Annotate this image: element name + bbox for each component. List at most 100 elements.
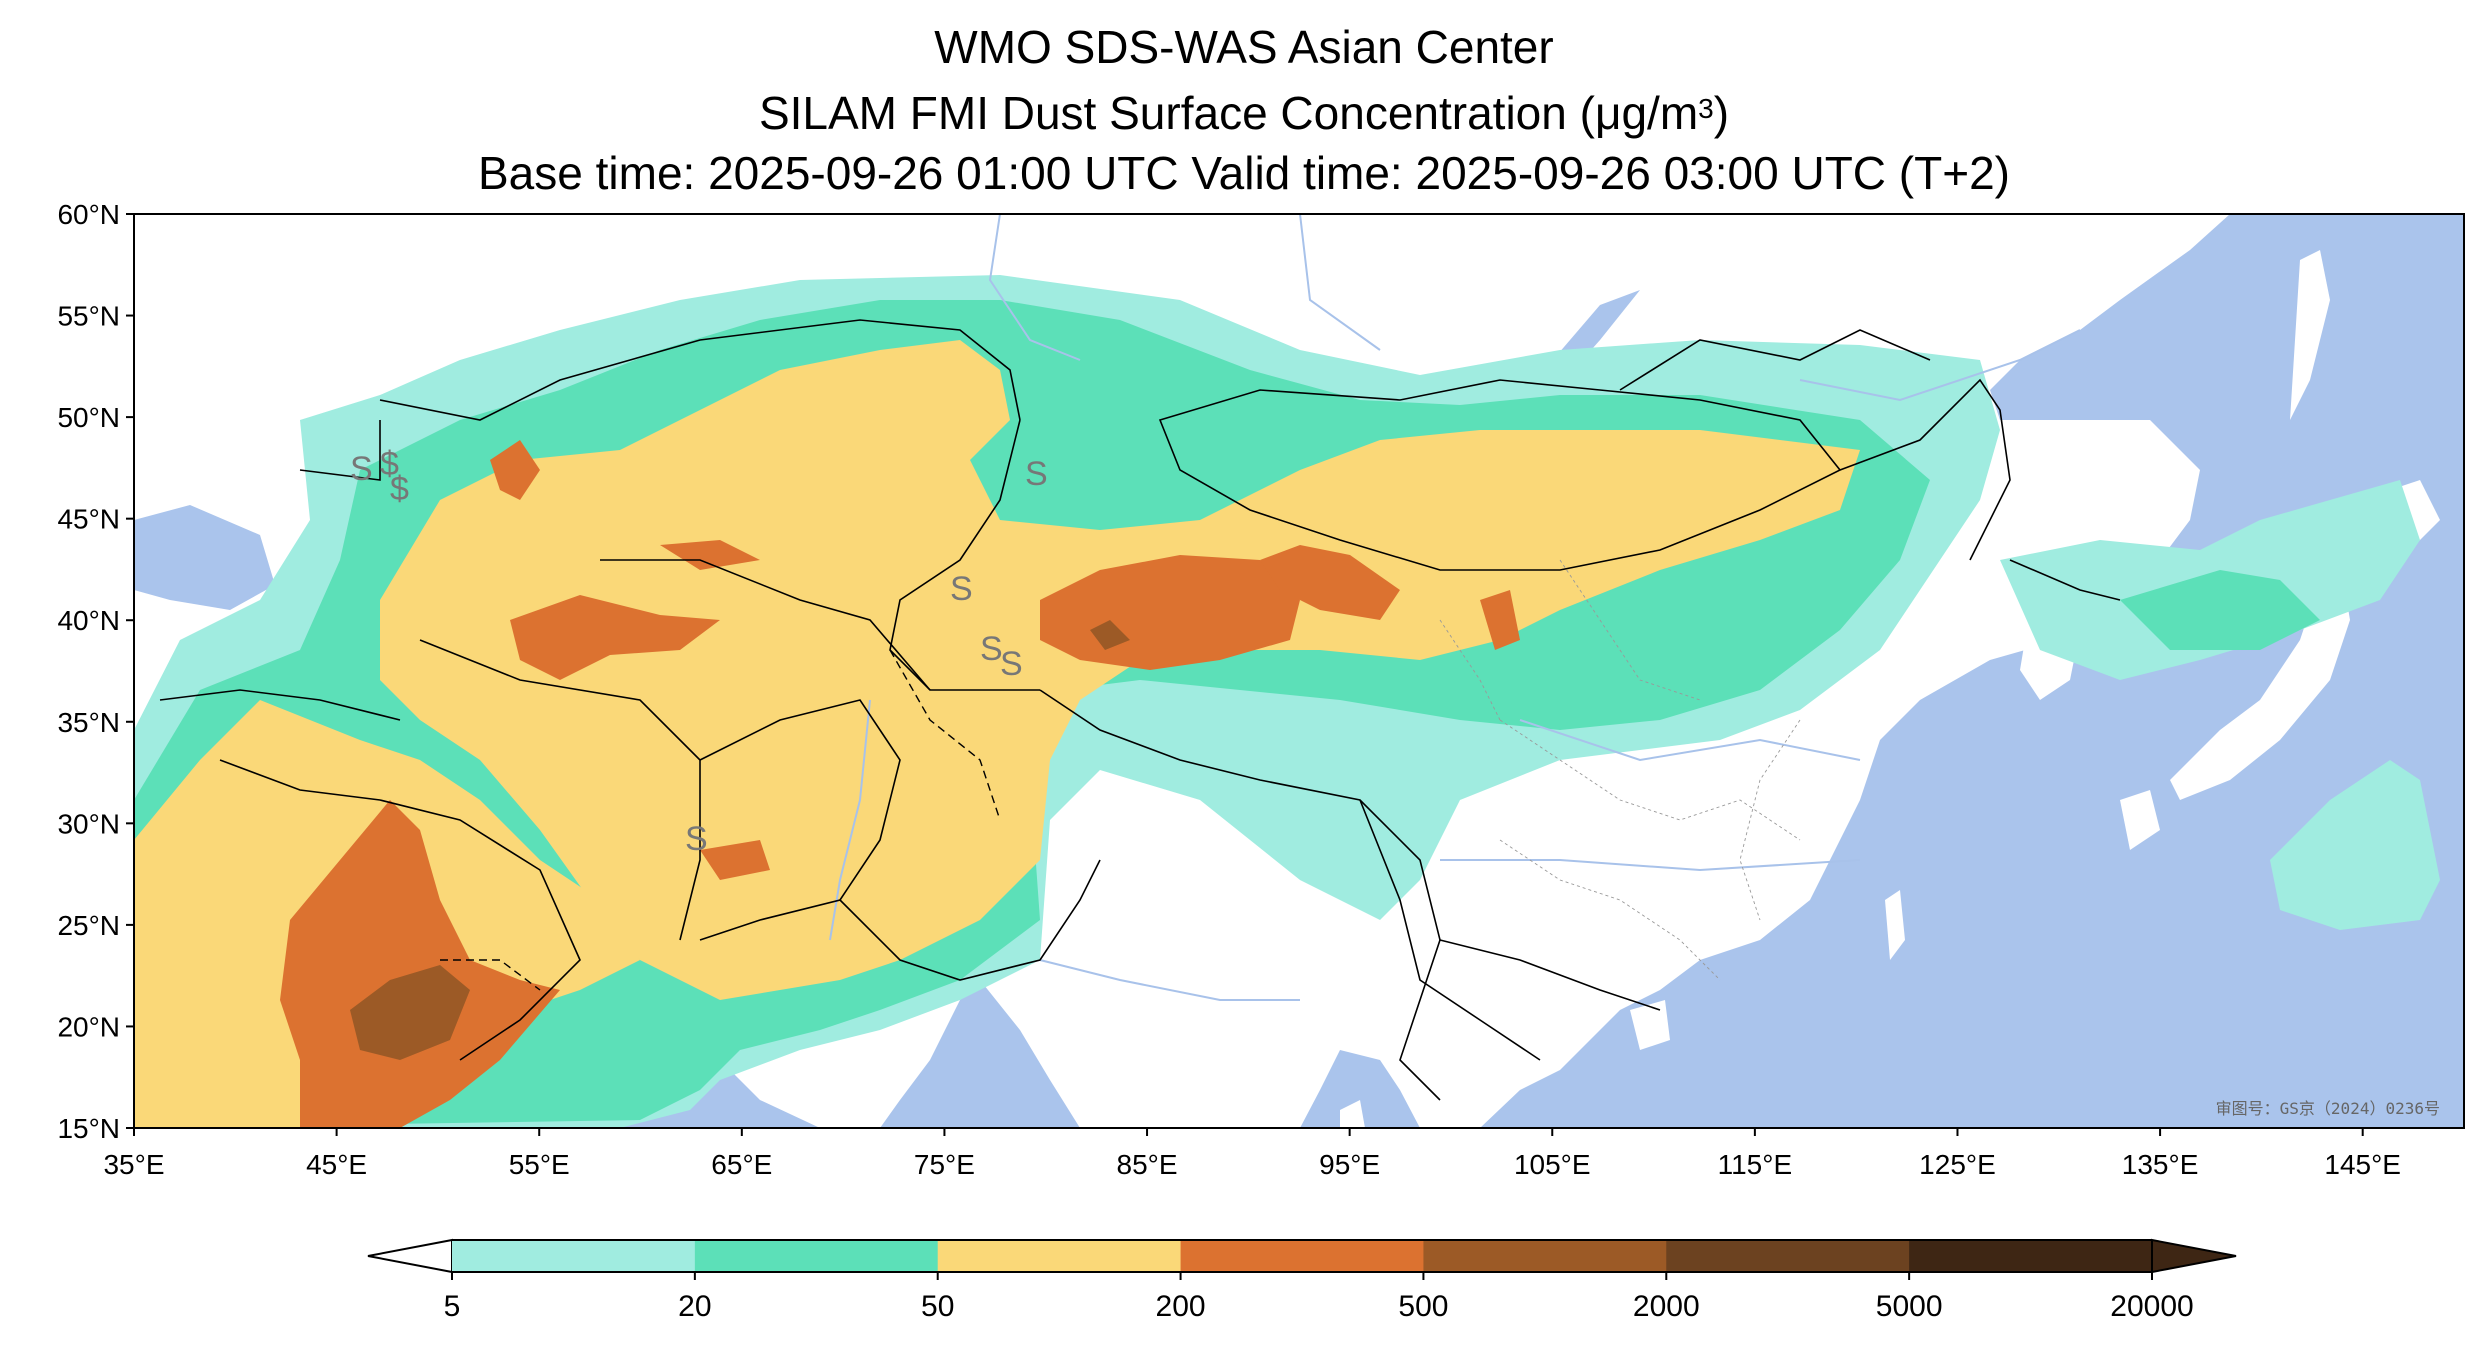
lat-tick-label: 25°N — [57, 910, 120, 941]
sri-lanka-island — [1340, 1100, 1365, 1128]
river-ob — [988, 214, 1081, 361]
colorbar-segment — [1423, 1240, 1667, 1272]
border-central-asia — [600, 559, 931, 691]
map-frame — [133, 213, 2465, 1129]
border-southeast-asia — [1359, 799, 1541, 1061]
province-borders — [1439, 559, 1801, 981]
colorbar-tick-label: 5000 — [1876, 1290, 1943, 1323]
japan-kyushu — [2120, 790, 2160, 850]
lon-tick-label: 45°E — [306, 1149, 367, 1180]
border-indochina — [1399, 939, 1441, 1101]
colorbar-tick-label: 20 — [678, 1290, 711, 1323]
title-unit-superscript: 3 — [1698, 93, 1714, 124]
dust-storm-symbol: S — [685, 820, 708, 858]
lon-tick-label: 115°E — [1718, 1149, 1793, 1180]
river-indus — [829, 699, 871, 941]
lon-tick-label: 95°E — [1319, 1149, 1380, 1180]
rivers — [829, 214, 2081, 1001]
colorbar-min-arrow — [367, 1238, 453, 1274]
border-china-north — [1839, 378, 2011, 561]
border-afghanistan-pakistan — [699, 699, 901, 941]
lat-tick-label: 45°N — [57, 504, 120, 535]
lat-tick-label: 55°N — [57, 301, 120, 332]
hainan-island — [1630, 1000, 1670, 1050]
dust-storm-symbol: S — [1025, 455, 1048, 493]
dust-band-200-500 — [280, 440, 1520, 1128]
colorbar: 5 20 50 200 500 2000 5000 20000 — [367, 1238, 2237, 1323]
title-line-1: WMO SDS-WAS Asian Center — [934, 21, 1554, 73]
sakhalin-island — [2290, 250, 2330, 420]
colorbar-tick-label: 2000 — [1633, 1290, 1700, 1323]
dust-storm-symbol: $ — [390, 470, 409, 508]
title-mu-symbol: μ — [1594, 87, 1622, 139]
lat-tick-label: 15°N — [57, 1113, 120, 1144]
taiwan-island — [1885, 890, 1905, 960]
title-unit: g/m — [1621, 87, 1699, 139]
title-line-2-suffix: ) — [1713, 87, 1730, 139]
title-line-2: SILAM FMI Dust Surface Concentration (μg… — [0, 86, 2488, 140]
dust-storm-symbols: S $ $ S S S S S — [350, 445, 1048, 858]
dust-storm-symbol: $ — [380, 445, 399, 483]
lon-tick-label: 125°E — [1919, 1149, 1996, 1180]
colorbar-segment — [452, 1240, 696, 1272]
lon-tick-label: 135°E — [2122, 1149, 2199, 1180]
colorbar-max-arrow — [2151, 1238, 2237, 1274]
colorbar-segment — [1909, 1240, 2153, 1272]
dust-storm-symbol: S — [1000, 645, 1023, 683]
colorbar-segment — [937, 1240, 1182, 1272]
border-caucasus — [299, 420, 381, 481]
border-arabia — [219, 759, 581, 1061]
border-russia-kazakhstan — [379, 319, 1021, 421]
lon-tick-label: 65°E — [711, 1149, 772, 1180]
title-line-3: Base time: 2025-09-26 01:00 UTC Valid ti… — [478, 147, 2010, 199]
dust-storm-symbol: S — [950, 570, 973, 608]
colorbar-segment — [1666, 1240, 1910, 1272]
border-mongolia-russia-east — [1619, 329, 1931, 391]
lat-tick-label: 20°N — [57, 1011, 120, 1042]
colorbar-segment — [694, 1240, 939, 1272]
lon-tick-label: 35°E — [103, 1149, 164, 1180]
dust-storm-symbol: S — [350, 450, 373, 488]
colorbar-tick-label: 200 — [1156, 1290, 1206, 1323]
dust-storm-symbol: S — [980, 630, 1003, 668]
river-ganges — [1039, 959, 1300, 1001]
lat-tick-label: 40°N — [57, 605, 120, 636]
river-amur — [1799, 329, 2081, 402]
latitude-axis: 60°N 55°N 50°N 45°N 40°N 35°N 30°N 25°N 20°N 15°N — [57, 199, 134, 1144]
dust-band-500-2000 — [350, 620, 1130, 1060]
border-china-south — [1039, 689, 1661, 1011]
border-mongolia — [1158, 379, 1842, 571]
japan-honshu — [2170, 560, 2350, 800]
border-north-korea — [2009, 559, 2121, 601]
longitude-axis: 35°E 45°E 55°E 65°E 75°E 85°E 95°E 105°E 115°E 12… — [103, 1128, 2401, 1180]
title-line-2-prefix: SILAM FMI Dust Surface Concentration ( — [758, 87, 1595, 139]
lat-tick-label: 50°N — [57, 402, 120, 433]
border-india — [839, 859, 1101, 981]
colorbar-outline — [452, 1239, 2152, 1273]
colorbar-tick-label: 500 — [1398, 1290, 1448, 1323]
colorbar-tick-label: 20000 — [2110, 1290, 2193, 1323]
disputed-borders — [440, 649, 1001, 991]
lon-tick-label: 85°E — [1117, 1149, 1178, 1180]
colorbar-tick-label: 50 — [921, 1290, 954, 1323]
map-review-number: 审图号：GS京（2024）0236号 — [2216, 1099, 2440, 1118]
lon-tick-label: 75°E — [914, 1149, 975, 1180]
river-yenisei — [1299, 214, 1381, 351]
river-yangtze — [1440, 859, 1861, 872]
colorbar-segment — [1180, 1240, 1424, 1272]
dust-concentration-bands — [134, 275, 2440, 1128]
black-sea — [134, 505, 275, 610]
lon-tick-label: 55°E — [509, 1149, 570, 1180]
border-middle-east — [159, 689, 401, 721]
lon-tick-label: 105°E — [1514, 1149, 1591, 1180]
map-plot-area: S $ $ S S S S S 审图号：GS京（2024）0236号 — [134, 214, 2464, 1128]
lat-tick-label: 35°N — [57, 707, 120, 738]
lon-tick-label: 145°E — [2324, 1149, 2401, 1180]
river-yellow — [1519, 719, 1861, 762]
lat-tick-label: 30°N — [57, 808, 120, 839]
border-iran — [419, 639, 701, 941]
country-borders — [159, 319, 2121, 1101]
colorbar-tick-label: 5 — [444, 1290, 461, 1323]
lat-tick-label: 60°N — [57, 199, 120, 230]
